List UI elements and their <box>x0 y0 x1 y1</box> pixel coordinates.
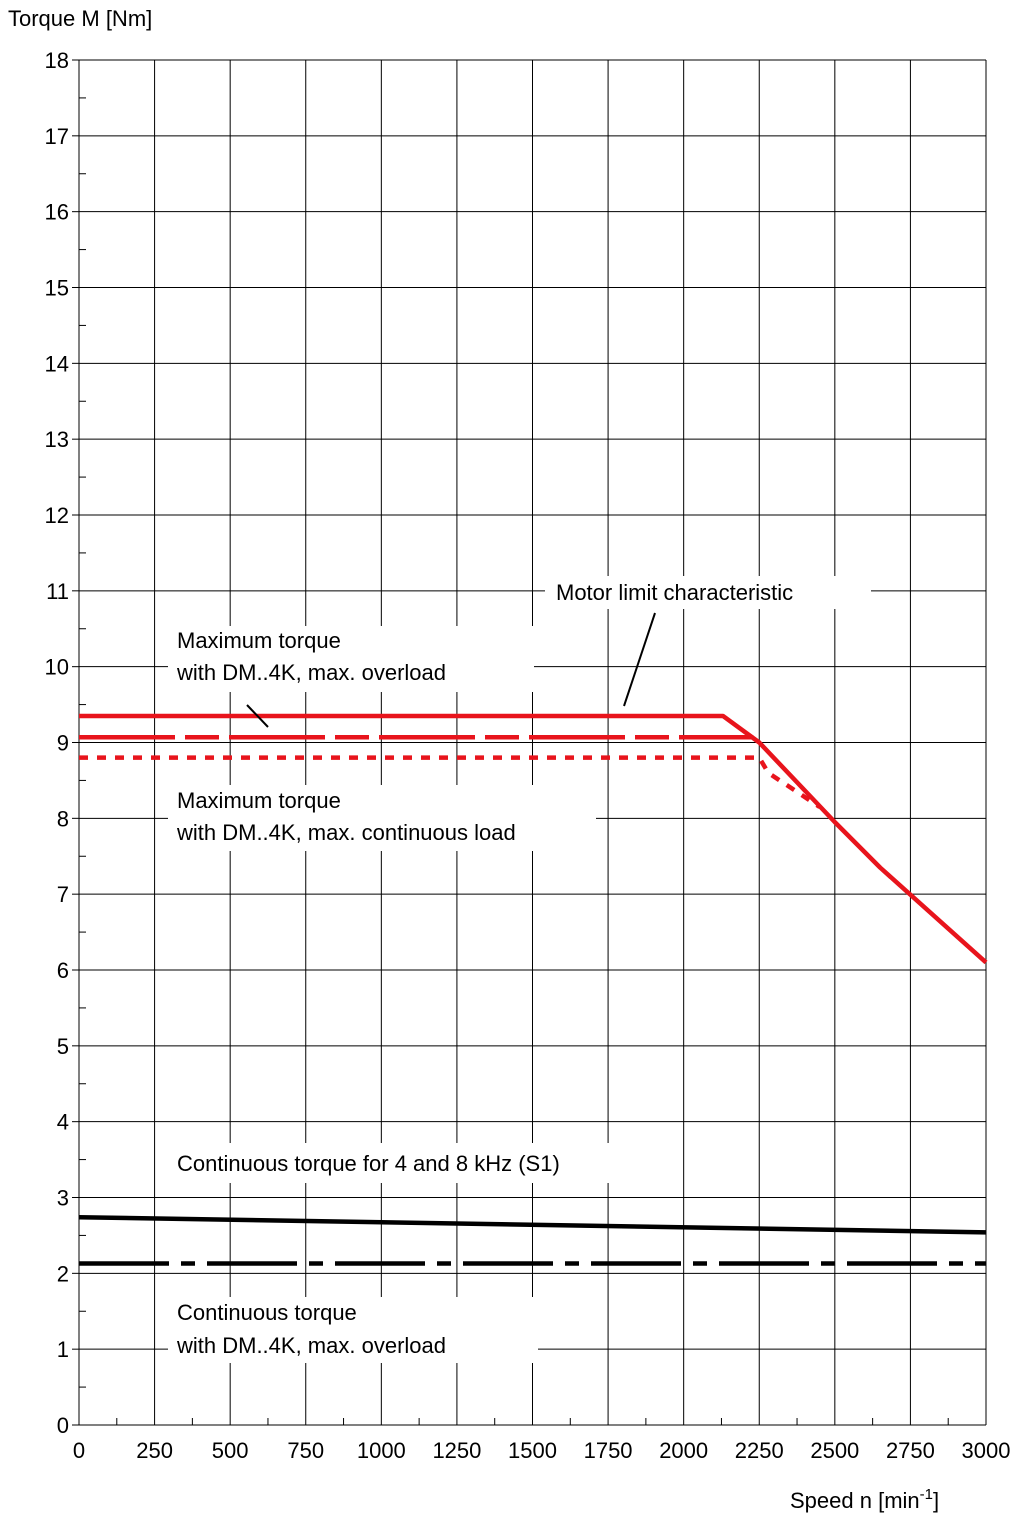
grid <box>72 59 987 1426</box>
x-tick-label: 0 <box>73 1438 85 1463</box>
x-tick-label: 2000 <box>659 1438 708 1463</box>
y-tick-label: 18 <box>45 48 69 73</box>
annotation-max-overload-line2: with DM..4K, max. overload <box>176 660 446 685</box>
leader-line <box>623 612 656 707</box>
annotation-background <box>168 1143 646 1183</box>
y-tick-label: 5 <box>57 1034 69 1059</box>
y-tick-label: 14 <box>45 351 69 376</box>
y-tick-label: 7 <box>57 882 69 907</box>
annotation-background <box>168 1297 538 1363</box>
annotation-max-continuous-line2: with DM..4K, max. continuous load <box>176 820 516 845</box>
y-tick-label: 6 <box>57 958 69 983</box>
x-tick-label: 250 <box>136 1438 173 1463</box>
annotation-background <box>545 576 871 609</box>
y-tick-label: 16 <box>45 200 69 225</box>
y-tick-label: 15 <box>45 276 69 301</box>
x-axis-label-main: Speed n [min <box>790 1488 920 1513</box>
annotation-background <box>168 626 534 692</box>
series-lines <box>78 713 988 1266</box>
y-tick-label: 2 <box>57 1261 69 1286</box>
series-line <box>78 1214 987 1235</box>
x-tick-label: 1500 <box>508 1438 557 1463</box>
x-tick-label: 1000 <box>357 1438 406 1463</box>
y-tick-label: 0 <box>57 1413 69 1438</box>
y-tick-label: 4 <box>57 1110 69 1135</box>
x-tick-label: 2250 <box>735 1438 784 1463</box>
x-tick-label: 500 <box>212 1438 249 1463</box>
x-axis-label-suffix: ] <box>933 1488 939 1513</box>
y-tick-label: 10 <box>45 655 69 680</box>
x-axis-label: Speed n [min-1] <box>790 1486 939 1513</box>
annotation-max-overload-line1: Maximum torque <box>177 628 341 653</box>
y-tick-label: 17 <box>45 124 69 149</box>
leader-line <box>246 704 269 728</box>
annotation-continuous-s1: Continuous torque for 4 and 8 kHz (S1) <box>177 1151 560 1176</box>
annotation-background <box>168 785 596 851</box>
x-tick-label: 1250 <box>432 1438 481 1463</box>
x-tick-label: 3000 <box>962 1438 1011 1463</box>
x-tick-label: 2750 <box>886 1438 935 1463</box>
x-tick-label: 750 <box>287 1438 324 1463</box>
y-tick-label: 3 <box>57 1186 69 1211</box>
annotation-max-continuous-line1: Maximum torque <box>177 788 341 813</box>
annotations: Motor limit characteristic Maximum torque… <box>168 576 871 1363</box>
annotation-motor-limit: Motor limit characteristic <box>556 580 793 605</box>
y-tick-label: 11 <box>46 579 69 604</box>
annotation-continuous-overload-line2: with DM..4K, max. overload <box>176 1333 446 1358</box>
annotation-continuous-overload-line1: Continuous torque <box>177 1300 357 1325</box>
y-tick-label: 1 <box>57 1337 69 1362</box>
y-axis-label: Torque M [Nm] <box>8 6 152 31</box>
y-tick-label: 9 <box>57 731 69 756</box>
series-line <box>79 755 821 809</box>
y-tick-label: 12 <box>45 503 69 528</box>
x-tick-label: 2500 <box>810 1438 859 1463</box>
series-line <box>79 713 988 965</box>
x-axis-label-sup: -1 <box>920 1486 933 1503</box>
tick-labels: 0 250 500 750 1000 1250 1500 1750 2000 2250 2500 27… <box>45 48 1011 1463</box>
x-tick-label: 1750 <box>584 1438 633 1463</box>
y-tick-label: 8 <box>57 806 69 831</box>
y-tick-label: 13 <box>45 427 69 452</box>
